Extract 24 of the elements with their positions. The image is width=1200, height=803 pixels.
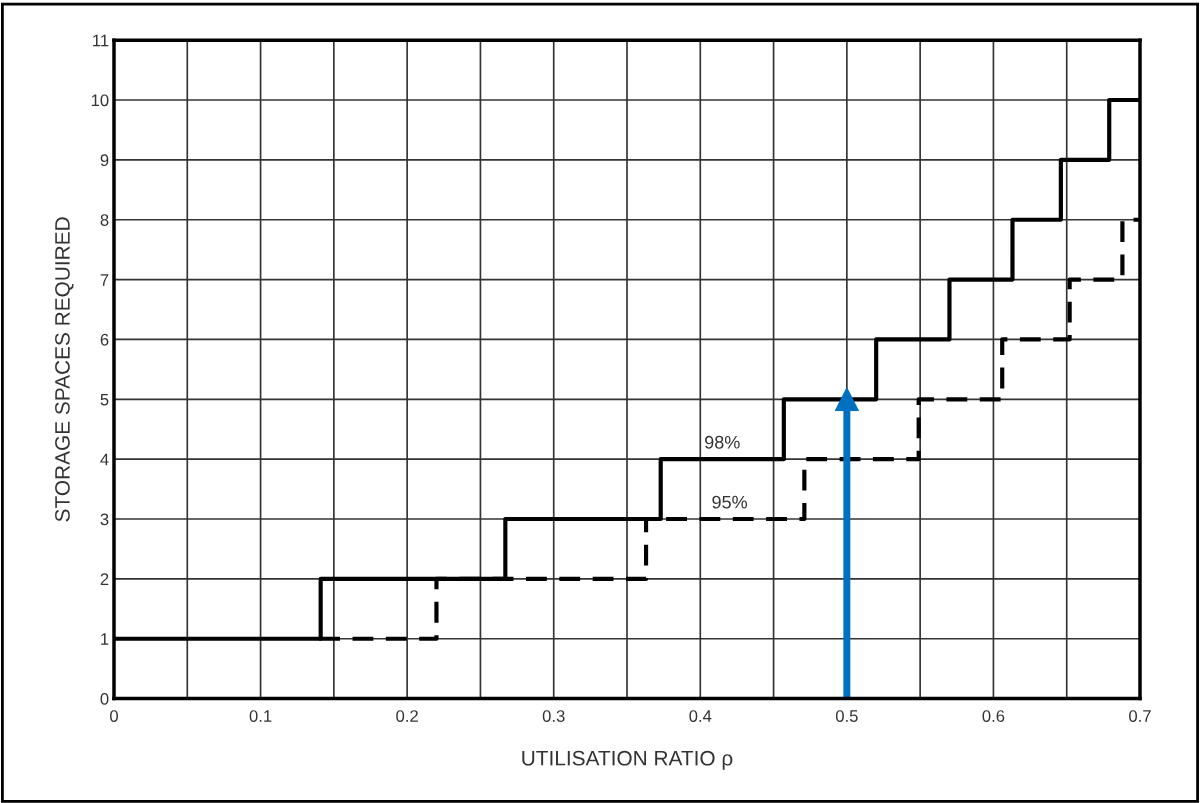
- y-tick-label: 10: [91, 94, 109, 107]
- y-tick-label: 6: [100, 333, 109, 346]
- y-tick-label: 1: [101, 633, 109, 645]
- x-tick-label: 0: [110, 710, 118, 722]
- x-tick-label: 0.7: [1129, 710, 1151, 722]
- y-tick-label: 4: [100, 453, 109, 466]
- y-tick-label: 7: [100, 274, 109, 286]
- x-tick-label: 0.6: [982, 710, 1005, 722]
- x-tick-label: 0.3: [542, 710, 565, 722]
- x-tick-label: 0.2: [396, 710, 418, 722]
- x-tick-label: 0.4: [689, 710, 712, 722]
- y-tick-label: 3: [100, 513, 109, 526]
- y-tick-label: 9: [100, 154, 109, 167]
- y-tick-label: 5: [100, 393, 109, 406]
- x-axis-title: UTILISATION RATIO ρ: [522, 750, 733, 770]
- x-tick-label: 0.1: [249, 710, 272, 722]
- y-axis-title: STORAGE SPACES REQUIRED: [55, 217, 74, 522]
- x-tick-label: 0.5: [835, 710, 858, 722]
- y-tick-label: 0: [100, 693, 109, 705]
- y-tick-label: 8: [100, 214, 109, 226]
- annotation: 95%: [712, 495, 748, 509]
- annotation: 98%: [705, 435, 740, 449]
- y-tick-label: 2: [100, 573, 109, 585]
- y-tick-label: 11: [93, 34, 109, 47]
